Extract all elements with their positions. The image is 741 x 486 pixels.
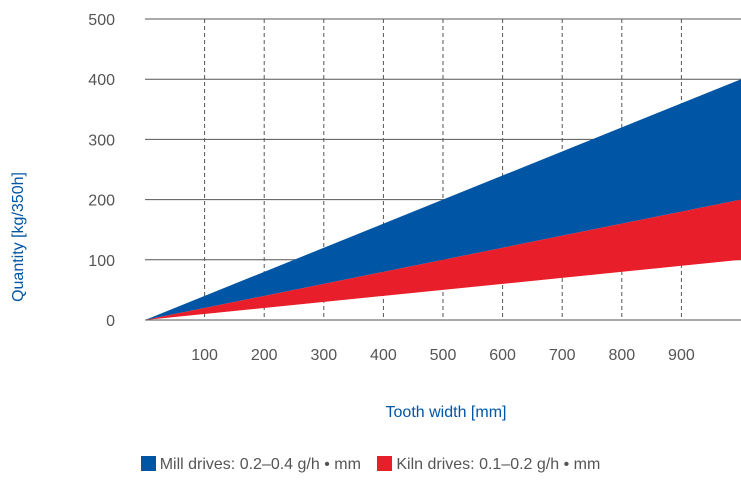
x-tick-label-100: 100 <box>191 347 218 364</box>
area-series-1 <box>145 199 741 320</box>
legend-swatch-kiln-drives <box>377 456 393 471</box>
area-series-0 <box>145 79 741 320</box>
legend-label-kiln-drives: Kiln drives: 0.1–0.2 g/h • mm <box>396 456 601 473</box>
x-axis-title: Tooth width [mm] <box>386 404 507 421</box>
legend-swatch-mill-drives <box>140 456 156 471</box>
x-tick-label-400: 400 <box>370 347 397 364</box>
y-tick-label-300: 300 <box>88 132 115 149</box>
x-tick-label-700: 700 <box>549 347 576 364</box>
y-tick-label-400: 400 <box>88 72 115 89</box>
y-tick-label-200: 200 <box>88 193 115 210</box>
x-tick-label-200: 200 <box>251 347 278 364</box>
legend-label-mill-drives: Mill drives: 0.2–0.4 g/h • mm <box>159 456 361 473</box>
legend: Mill drives: 0.2–0.4 g/h • mm Kiln drive… <box>0 456 741 474</box>
y-tick-label-100: 100 <box>88 253 115 270</box>
x-tick-label-900: 900 <box>668 347 695 364</box>
x-tick-label-300: 300 <box>310 347 337 364</box>
x-tick-label-600: 600 <box>489 347 516 364</box>
y-tick-label-500: 500 <box>88 12 115 29</box>
legend-item-mill-drives: Mill drives: 0.2–0.4 g/h • mm <box>140 456 361 474</box>
y-axis-title: Quantity [kg/350h] <box>10 172 27 302</box>
plot-areas <box>145 79 741 320</box>
y-tick-label-0: 0 <box>106 313 115 330</box>
legend-item-kiln-drives: Kiln drives: 0.1–0.2 g/h • mm <box>377 456 600 474</box>
x-axis-ticks: 100 200 300 400 500 600 700 800 900 <box>191 347 695 364</box>
y-axis-ticks: 0 100 200 300 400 500 <box>88 12 115 330</box>
x-tick-label-800: 800 <box>608 347 635 364</box>
x-tick-label-500: 500 <box>430 347 457 364</box>
